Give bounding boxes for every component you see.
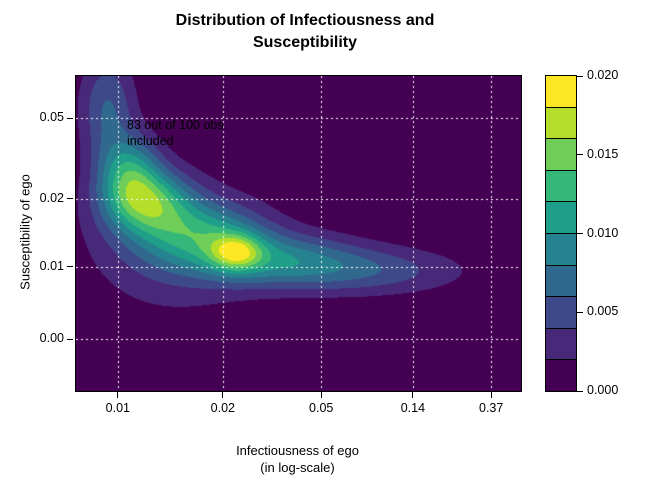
obs-annotation-line1: 83 out of 100 obs. <box>127 118 228 132</box>
x-axis-tick-label: 0.05 <box>309 401 334 415</box>
x-axis-tick-label: 0.37 <box>479 401 504 415</box>
colorbar-cell <box>546 232 576 265</box>
colorbar-tick-label: 0.010 <box>587 225 619 240</box>
colorbar <box>545 75 577 392</box>
x-axis-label-line2: (in log-scale) <box>260 460 335 475</box>
colorbar-cell <box>546 201 576 233</box>
contour-plot-canvas <box>75 75 522 392</box>
y-axis-tick-mark <box>67 117 73 119</box>
colorbar-tick-mark <box>577 390 583 392</box>
colorbar-cell <box>546 296 576 328</box>
x-axis-tick-label: 0.01 <box>105 401 130 415</box>
obs-annotation: 83 out of 100 obs. included <box>127 117 227 149</box>
colorbar-cell <box>546 327 576 360</box>
colorbar-tick-label: 0.015 <box>587 146 619 161</box>
x-axis-tick-mark <box>490 392 492 398</box>
x-axis-label: Infectiousness of ego (in log-scale) <box>75 442 520 476</box>
y-axis-tick-label: 0.00 <box>39 331 64 346</box>
plot-area: 83 out of 100 obs. included <box>75 75 522 392</box>
colorbar-tick-label: 0.020 <box>587 68 619 82</box>
colorbar-tick-label: 0.000 <box>587 383 619 397</box>
x-axis-tick-mark <box>412 392 414 398</box>
colorbar-cell <box>546 169 576 202</box>
x-axis-label-line1: Infectiousness of ego <box>236 443 359 458</box>
colorbar-cell <box>546 106 576 139</box>
colorbar-cell <box>546 76 576 107</box>
colorbar-cell <box>546 138 576 170</box>
colorbar-tick-mark <box>577 311 583 313</box>
colorbar-cell <box>546 359 576 391</box>
colorbar-tick-mark <box>577 75 583 77</box>
colorbar-tick-label: 0.005 <box>587 304 619 319</box>
colorbar-tick-mark <box>577 233 583 234</box>
obs-annotation-line2: included <box>127 134 174 148</box>
y-axis-tick-mark <box>67 338 73 340</box>
x-axis-tick-label: 0.02 <box>210 401 236 415</box>
y-axis-tick-label: 0.02 <box>39 190 64 205</box>
colorbar-cell <box>546 264 576 297</box>
chart-title: Distribution of Infectiousness and Susce… <box>75 10 535 54</box>
x-axis-tick-mark <box>320 392 322 398</box>
y-axis-tick-label: 0.05 <box>39 110 64 125</box>
x-axis-tick-label: 0.14 <box>400 401 426 415</box>
x-axis-tick-mark <box>222 392 224 398</box>
x-axis-tick-mark <box>117 392 119 398</box>
colorbar-tick-mark <box>577 154 583 156</box>
y-axis-tick-label: 0.01 <box>39 258 64 273</box>
chart-title-line1: Distribution of Infectiousness and <box>175 12 435 29</box>
y-axis-tick-mark <box>67 198 73 200</box>
y-axis-tick-mark <box>67 266 73 268</box>
chart-title-line2: Susceptibility <box>252 34 358 51</box>
